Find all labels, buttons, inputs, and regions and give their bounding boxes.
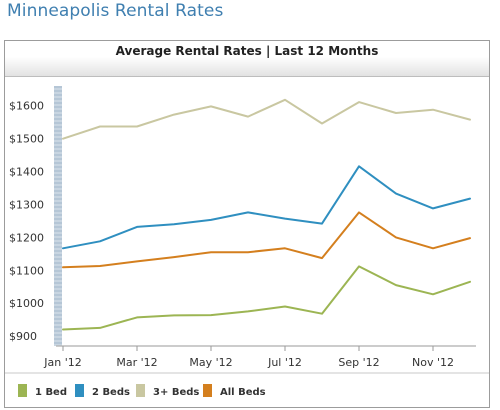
legend-label-3-beds: 3+ Beds [153, 387, 199, 398]
chart-header: Average Rental Rates | Last 12 Months [5, 41, 489, 77]
y-axis-band [54, 86, 62, 346]
legend-swatch-3-beds [136, 384, 145, 397]
series-line-1-bed [62, 265, 471, 331]
series-line-all-beds [62, 211, 471, 269]
x-tick-label: Jan '12 [43, 356, 81, 369]
x-tick-label: Sep '12 [338, 356, 379, 369]
page-title: Minneapolis Rental Rates [7, 1, 224, 21]
x-tick-label: Jul '12 [267, 356, 302, 369]
x-tick-label: May '12 [189, 356, 232, 369]
y-tick-label: $1100 [9, 264, 44, 277]
legend-label-1-bed: 1 Bed [35, 387, 67, 398]
y-tick-label: $900 [9, 330, 37, 343]
series-line-2-beds [62, 165, 471, 250]
legend-swatch-2-beds [75, 384, 84, 397]
legend-swatch-all-beds [203, 384, 212, 397]
legend-label-all-beds: All Beds [220, 387, 266, 398]
series-line-3-beds [62, 98, 471, 140]
y-tick-label: $1600 [9, 100, 44, 113]
chart-title: Average Rental Rates | Last 12 Months [115, 44, 379, 58]
y-tick-label: $1400 [9, 166, 44, 179]
y-tick-label: $1300 [9, 198, 44, 211]
legend-swatch-1-bed [18, 384, 27, 397]
y-tick-label: $1000 [9, 297, 44, 310]
legend-label-2-beds: 2 Beds [92, 387, 130, 398]
x-tick-label: Nov '12 [412, 356, 454, 369]
y-tick-label: $1200 [9, 231, 44, 244]
x-tick-label: Mar '12 [116, 356, 157, 369]
y-tick-label: $1500 [9, 133, 44, 146]
